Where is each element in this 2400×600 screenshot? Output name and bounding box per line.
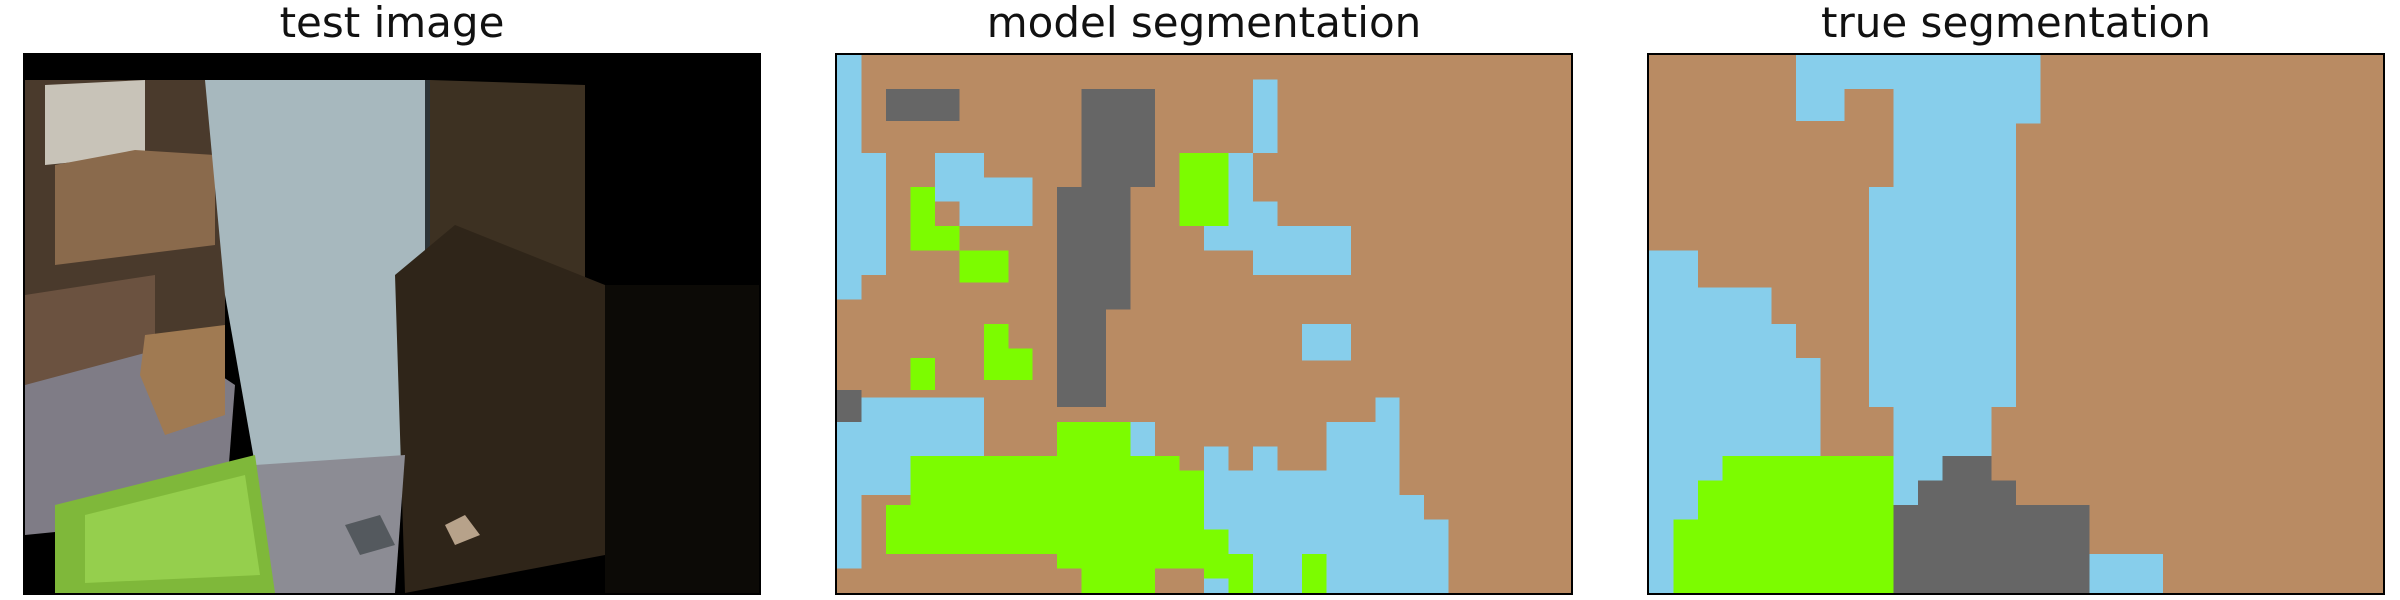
test-image-photo <box>25 55 759 593</box>
true-segmentation-map <box>1649 55 2383 593</box>
test-image-panel <box>23 53 761 595</box>
panel-title-model-segmentation: model segmentation <box>986 0 1422 47</box>
model-segmentation-panel <box>835 53 1573 595</box>
panel-title-test-image: test image <box>279 0 505 47</box>
panel-title-true-segmentation: true segmentation <box>1821 0 2211 47</box>
true-segmentation-panel <box>1647 53 2385 595</box>
model-segmentation-map <box>837 55 1571 593</box>
